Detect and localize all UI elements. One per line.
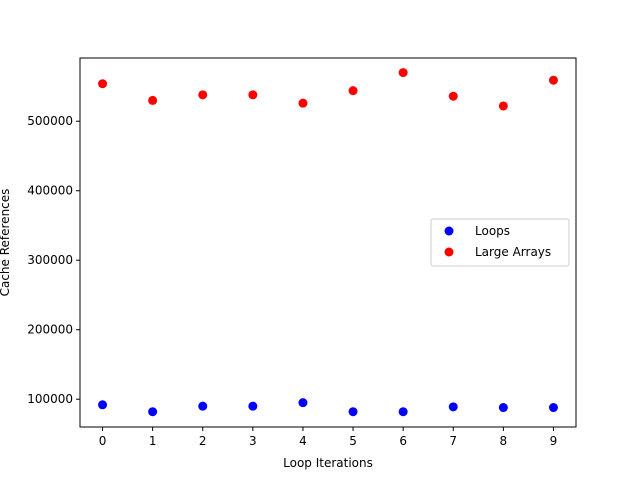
point-loops-2 <box>198 401 208 411</box>
y-tick-label: 400000 <box>27 184 73 198</box>
y-axis: 100000 200000 300000 400000 500000 <box>27 114 80 406</box>
y-axis-label: Cache References <box>0 189 12 297</box>
x-tick-label: 4 <box>299 434 307 448</box>
x-tick-label: 2 <box>199 434 207 448</box>
x-tick-label: 1 <box>149 434 157 448</box>
point-loops-9 <box>548 403 558 413</box>
x-tick-label: 0 <box>99 434 107 448</box>
point-loops-7 <box>448 402 458 412</box>
y-tick-label: 200000 <box>27 323 73 337</box>
x-tick-label: 3 <box>249 434 257 448</box>
point-loops-0 <box>98 400 108 410</box>
point-large-arrays-8 <box>498 101 508 111</box>
point-loops-3 <box>248 401 258 411</box>
legend-box <box>430 218 570 267</box>
x-tick-label: 9 <box>550 434 558 448</box>
legend-marker <box>444 247 454 257</box>
point-large-arrays-1 <box>148 95 158 105</box>
y-tick-label: 500000 <box>27 114 73 128</box>
point-large-arrays-7 <box>448 91 458 101</box>
y-tick-label: 100000 <box>27 392 73 406</box>
x-axis-label: Loop Iterations <box>283 456 373 470</box>
legend: Loops Large Arrays <box>430 218 570 267</box>
point-loops-4 <box>298 398 308 408</box>
point-loops-6 <box>398 407 408 417</box>
plot-area-border <box>79 57 577 428</box>
point-large-arrays-2 <box>198 90 208 100</box>
point-large-arrays-3 <box>248 90 258 100</box>
x-tick-label: 5 <box>349 434 357 448</box>
x-axis: 0 1 2 3 4 5 6 7 8 9 <box>99 427 558 448</box>
legend-marker <box>444 226 454 236</box>
point-loops-1 <box>148 407 158 417</box>
point-loops-8 <box>498 403 508 413</box>
x-tick-label: 6 <box>399 434 407 448</box>
x-tick-label: 7 <box>449 434 457 448</box>
point-loops-5 <box>348 407 358 417</box>
point-large-arrays-0 <box>98 79 108 89</box>
point-large-arrays-6 <box>398 68 408 78</box>
legend-label: Loops <box>475 224 510 238</box>
point-large-arrays-5 <box>348 86 358 96</box>
x-tick-label: 8 <box>500 434 508 448</box>
data-points <box>98 68 558 417</box>
plot-frame <box>79 57 577 428</box>
point-large-arrays-9 <box>548 75 558 85</box>
y-tick-label: 300000 <box>27 253 73 267</box>
legend-label: Large Arrays <box>475 245 551 259</box>
point-large-arrays-4 <box>298 98 308 108</box>
